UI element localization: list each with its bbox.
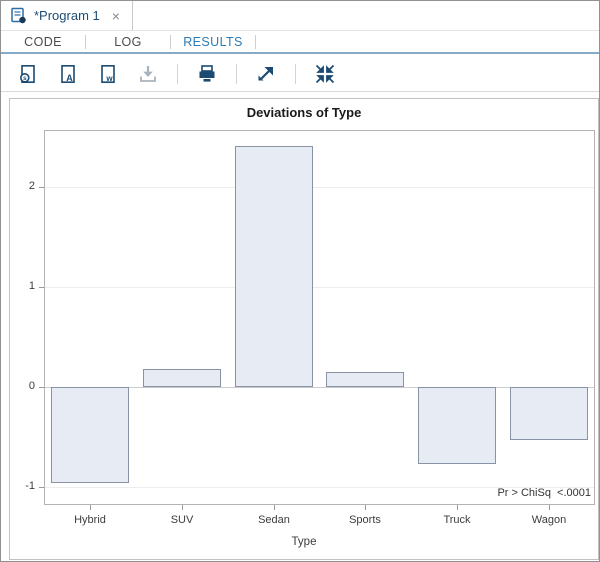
collapse-icon[interactable] [314,63,336,85]
results-toolbar: s A w [1,56,599,92]
x-axis-title: Type [291,536,317,548]
x-tick [457,505,458,510]
svg-text:A: A [66,73,73,83]
gridline [44,287,595,288]
zero-line [44,387,595,388]
x-tick-label: Sports [349,514,381,526]
tab-divider [85,34,86,49]
x-tick-label: Truck [443,514,471,526]
open-new-window-icon[interactable] [255,63,277,85]
tab-divider [170,34,171,49]
program-tab-label: *Program 1 [34,8,100,23]
bar-hybrid [51,387,129,483]
bar-wagon [510,387,588,440]
svg-text:s: s [23,75,27,82]
download-icon[interactable] [137,63,159,85]
y-tick [39,487,44,488]
bar-sedan [235,146,313,387]
y-tick-label: 2 [28,180,35,192]
program-icon [10,7,27,24]
chart-title: Deviations of Type [246,105,362,120]
x-tick [274,505,275,510]
results-pdf-icon[interactable]: A [57,63,79,85]
toolbar-separator [236,63,237,84]
graph-panel: Deviations of Type Type Pr > ChiSq <.000… [9,98,599,560]
x-tick-label: Wagon [531,514,567,526]
window-tab-bar: *Program 1 × [1,1,599,31]
gridline [44,487,595,488]
bar-suv [143,369,221,387]
y-tick-label: -1 [25,480,35,492]
print-icon[interactable] [196,63,218,85]
y-tick [39,287,44,288]
toolbar-separator [295,63,296,84]
tab-code[interactable]: CODE [24,34,62,49]
gridline [44,187,595,188]
x-tick [549,505,550,510]
x-tick [90,505,91,510]
x-tick-label: SUV [170,514,194,526]
y-tick [39,187,44,188]
svg-text:w: w [105,74,113,83]
close-icon[interactable]: × [111,7,120,24]
tab-log[interactable]: LOG [114,34,142,49]
plot-frame [44,130,595,505]
y-tick-label: 0 [28,380,35,392]
x-tick-label: Sedan [258,514,290,526]
tab-divider [255,34,256,49]
y-tick-label: 1 [28,280,35,292]
toolbar-separator [177,63,178,84]
x-tick [365,505,366,510]
pvalue-annotation: Pr > ChiSq <.0001 [497,487,591,499]
y-tick [39,387,44,388]
x-tick [182,505,183,510]
bar-truck [418,387,496,464]
program-tab[interactable]: *Program 1 × [1,1,133,30]
x-tick-label: Hybrid [74,514,106,526]
results-tab-strip: CODE LOG RESULTS [1,31,599,54]
tab-results[interactable]: RESULTS [183,34,243,49]
bar-sports [326,372,404,387]
results-html-icon[interactable]: s [17,63,39,85]
results-rtf-icon[interactable]: w [97,63,119,85]
